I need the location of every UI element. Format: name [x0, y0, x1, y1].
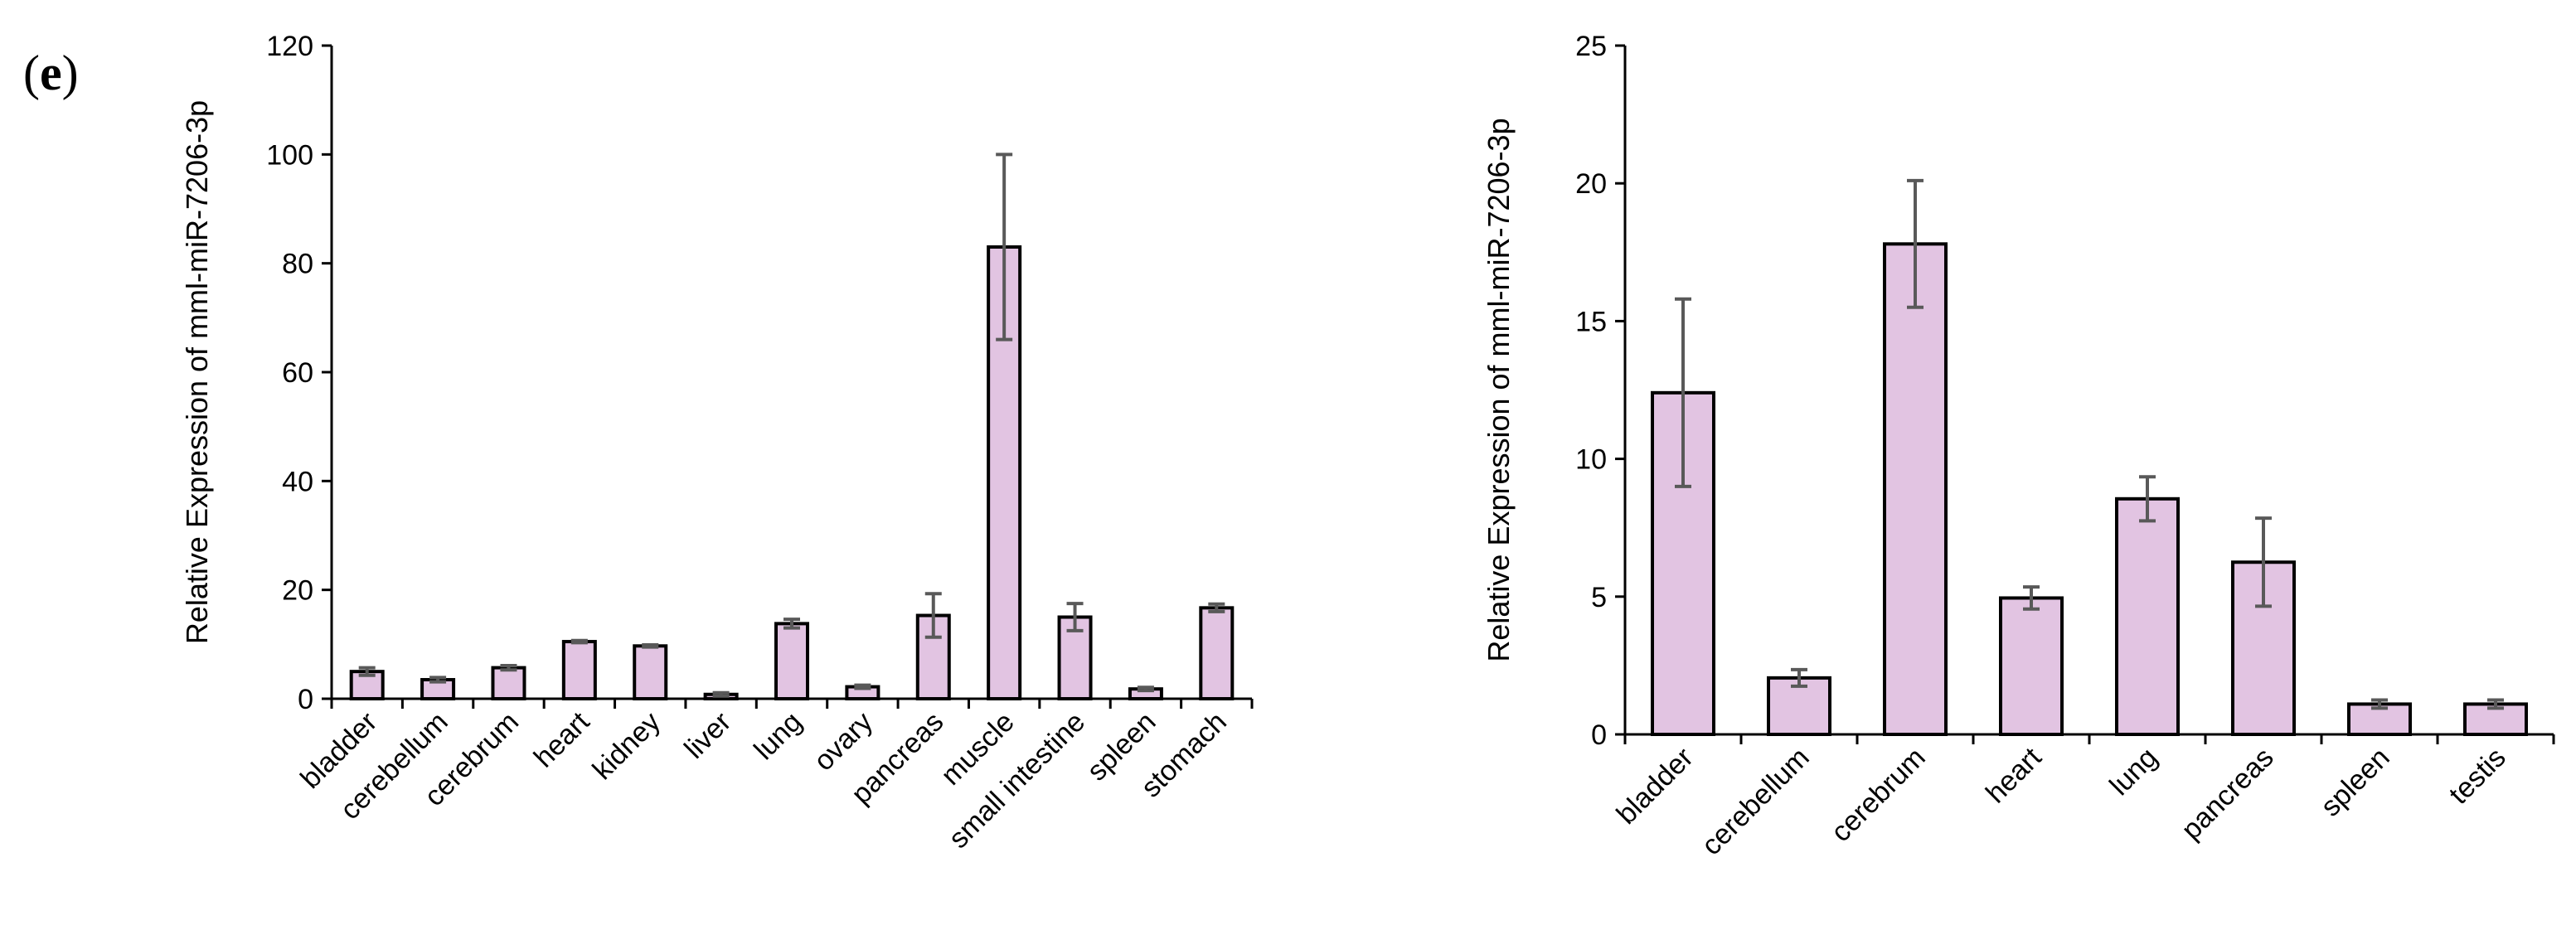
- category-label: bladder: [1611, 742, 1700, 831]
- bar-kidney: [633, 644, 668, 701]
- category-label: testis: [2443, 742, 2512, 811]
- y-tick-label: 40: [282, 466, 313, 497]
- category-label: liver: [678, 706, 737, 765]
- bar-cerebrum: [491, 666, 526, 701]
- y-tick-label: 25: [1575, 31, 1607, 62]
- y-tick-label: 0: [1591, 719, 1607, 751]
- category-label: heart: [1980, 741, 2048, 809]
- category-label: cerebellum: [1696, 742, 1815, 861]
- panel-label: (e): [23, 46, 79, 100]
- category-label: kidney: [587, 706, 667, 786]
- y-tick-label: 20: [282, 575, 313, 607]
- y-tick-label: 20: [1575, 168, 1607, 200]
- y-tick-label: 10: [1575, 444, 1607, 476]
- bar-cerebrum: [1883, 242, 1948, 736]
- bar-lung: [774, 622, 809, 701]
- bar-heart: [561, 640, 597, 700]
- chart-right: 0 5 10 15 20 25 Relative Expression of mml-miR…: [1482, 31, 2555, 861]
- y-axis-label: Relative Expression of mml-miR-7206-3p: [1482, 118, 1516, 661]
- bar-heart: [1999, 596, 2064, 736]
- y-tick-label: 120: [266, 31, 313, 62]
- category-label: cerebrum: [1825, 742, 1931, 848]
- y-tick-label: 80: [282, 249, 313, 280]
- category-label: spleen: [2315, 742, 2396, 823]
- chart-left: 0 20 40 60 80 100 120 Relative Expression of mm…: [180, 31, 1254, 855]
- category-label: pancreas: [2176, 742, 2280, 846]
- category-label: lung: [2103, 742, 2163, 802]
- y-tick-label: 100: [266, 139, 313, 171]
- y-tick-label: 5: [1591, 582, 1607, 613]
- y-tick-label: 15: [1575, 306, 1607, 337]
- y-axis-label: Relative Expression of mml-miR-7206-3p: [180, 100, 214, 644]
- category-label: lung: [748, 706, 808, 766]
- y-tick-label: 60: [282, 357, 313, 389]
- bar-stomach: [1199, 606, 1235, 700]
- y-tick-label: 0: [298, 684, 313, 715]
- bar-lung: [2115, 496, 2180, 736]
